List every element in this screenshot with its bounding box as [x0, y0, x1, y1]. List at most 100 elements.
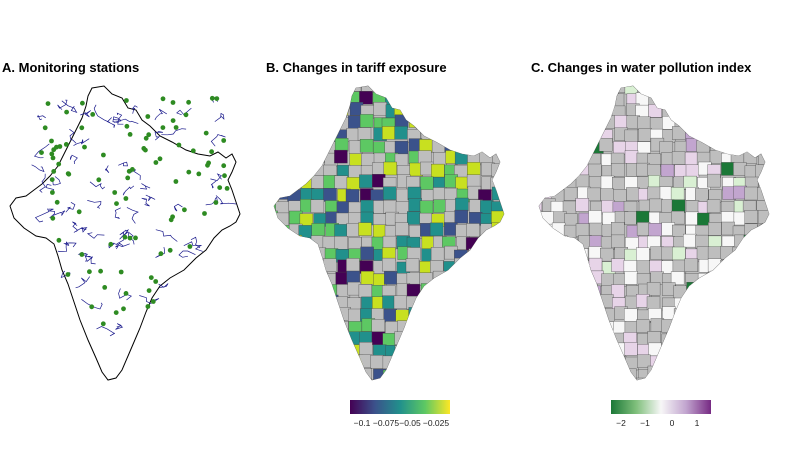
- district: [744, 186, 758, 201]
- district: [514, 118, 527, 131]
- district: [539, 330, 541, 345]
- district: [503, 270, 504, 284]
- district: [455, 283, 469, 297]
- district: [418, 296, 433, 311]
- district: [442, 127, 456, 141]
- river-line: [210, 180, 217, 189]
- colorbar-tick: −0.1: [353, 418, 371, 428]
- district: [708, 341, 722, 356]
- district: [490, 344, 504, 359]
- district: [600, 294, 614, 308]
- district: [553, 320, 567, 334]
- river-line: [87, 200, 102, 209]
- district: [563, 86, 577, 93]
- district: [588, 176, 603, 190]
- colorbar-tick-labels: −0.1 −0.075 −0.05 −0.025: [350, 418, 450, 432]
- district: [539, 116, 542, 130]
- district: [518, 140, 528, 153]
- district: [697, 381, 710, 390]
- river-line: [118, 288, 132, 301]
- district: [468, 309, 483, 323]
- station-marker: [108, 241, 114, 247]
- district: [408, 318, 423, 333]
- district: [503, 174, 504, 188]
- district: [756, 319, 769, 334]
- district: [611, 163, 625, 177]
- district: [373, 224, 387, 238]
- colorbar-tick: 1: [694, 418, 700, 428]
- district: [493, 138, 504, 152]
- district: [299, 151, 314, 165]
- district: [359, 114, 374, 128]
- district: [674, 164, 688, 178]
- district: [325, 103, 339, 117]
- district: [575, 128, 589, 142]
- district: [286, 285, 301, 299]
- district: [770, 189, 783, 202]
- river-line: [48, 208, 55, 219]
- district: [370, 355, 384, 369]
- district: [770, 115, 783, 128]
- district: [780, 331, 793, 344]
- station-marker: [50, 155, 56, 161]
- district: [299, 368, 313, 380]
- district: [564, 354, 579, 369]
- district: [468, 261, 483, 275]
- district: [505, 237, 518, 250]
- district: [636, 260, 651, 274]
- district: [348, 308, 362, 323]
- district: [478, 296, 492, 310]
- district: [480, 320, 495, 334]
- district: [420, 176, 434, 190]
- river-line: [75, 276, 90, 289]
- district: [467, 356, 482, 370]
- district: [286, 297, 300, 312]
- district: [780, 262, 793, 275]
- district: [479, 247, 493, 262]
- district: [445, 105, 459, 120]
- district: [756, 293, 769, 308]
- district: [578, 356, 592, 371]
- district: [733, 379, 747, 380]
- district: [781, 117, 793, 130]
- district: [505, 368, 518, 381]
- station-marker: [170, 214, 176, 220]
- river-line: [155, 247, 166, 258]
- district: [768, 308, 769, 322]
- district: [275, 297, 289, 311]
- colorbar: [611, 400, 711, 414]
- district: [334, 175, 348, 189]
- district: [696, 369, 710, 380]
- district: [599, 366, 614, 380]
- district: [683, 233, 697, 248]
- district: [599, 345, 614, 359]
- district: [444, 321, 458, 335]
- district: [274, 127, 279, 141]
- district: [587, 296, 601, 310]
- district: [441, 356, 456, 371]
- station-marker: [146, 132, 152, 138]
- district: [514, 92, 527, 105]
- district: [504, 382, 517, 390]
- district: [661, 333, 675, 348]
- district: [275, 305, 290, 320]
- district: [503, 164, 504, 179]
- district: [709, 282, 723, 296]
- district: [625, 356, 639, 371]
- district: [301, 318, 315, 332]
- district: [551, 283, 565, 297]
- district: [539, 198, 543, 213]
- district: [708, 308, 722, 323]
- district: [276, 225, 291, 239]
- district: [576, 260, 591, 274]
- district: [454, 126, 468, 140]
- river-line: [154, 130, 163, 141]
- district: [636, 247, 650, 261]
- district: [588, 102, 603, 116]
- river-line: [60, 270, 71, 278]
- district: [589, 356, 603, 371]
- district: [575, 344, 589, 358]
- river-line: [37, 114, 46, 121]
- district: [599, 91, 613, 106]
- district: [313, 308, 327, 323]
